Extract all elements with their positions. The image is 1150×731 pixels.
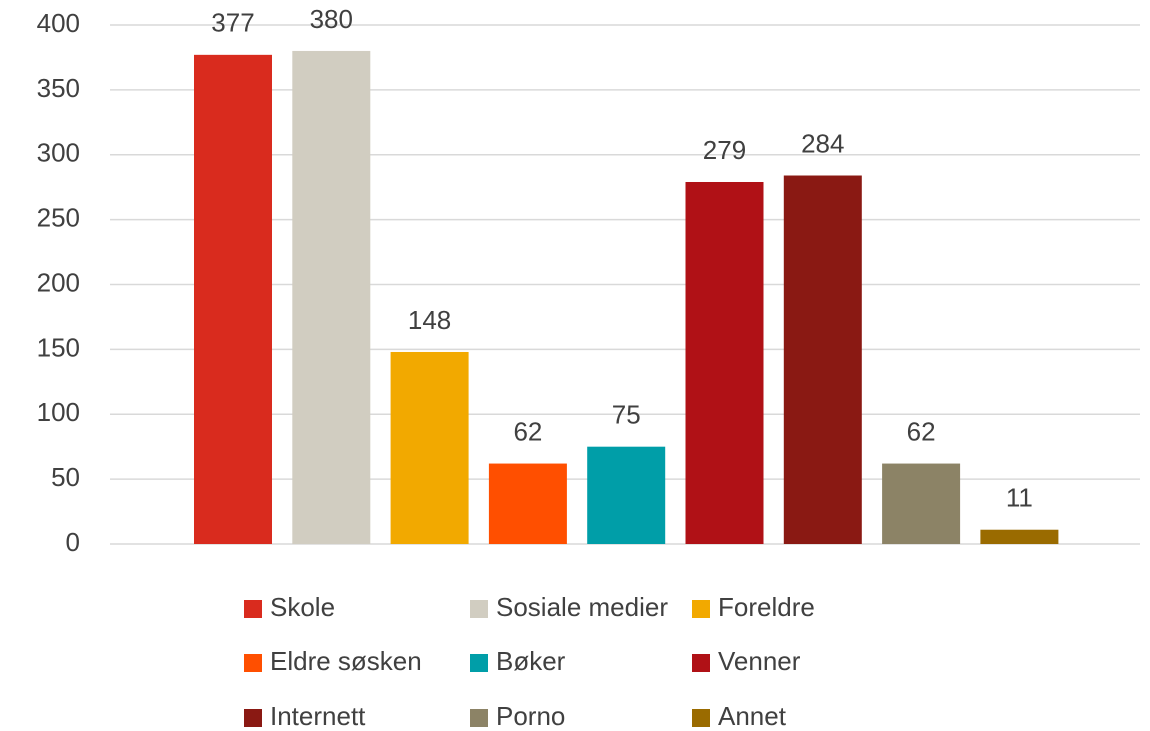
bar bbox=[194, 54, 272, 544]
legend-label: Porno bbox=[496, 701, 565, 731]
bar bbox=[980, 529, 1059, 544]
data-label: 279 bbox=[703, 135, 746, 165]
legend-label: Annet bbox=[718, 701, 787, 731]
bar bbox=[292, 50, 371, 544]
y-tick-label: 300 bbox=[37, 138, 80, 168]
legend-swatch bbox=[244, 709, 262, 727]
legend-swatch bbox=[470, 709, 488, 727]
data-label: 377 bbox=[211, 8, 254, 38]
bar bbox=[488, 463, 567, 544]
y-tick-label: 250 bbox=[37, 203, 80, 233]
legend-label: Bøker bbox=[496, 646, 566, 676]
legend-swatch bbox=[692, 654, 710, 672]
bar bbox=[587, 446, 666, 544]
legend-swatch bbox=[244, 654, 262, 672]
data-label: 284 bbox=[801, 128, 844, 158]
y-tick-label: 200 bbox=[37, 267, 80, 297]
data-label: 75 bbox=[612, 400, 641, 430]
y-tick-label: 0 bbox=[66, 527, 80, 557]
legend-label: Skole bbox=[270, 592, 335, 622]
legend-label: Foreldre bbox=[718, 592, 815, 622]
legend-label: Venner bbox=[718, 646, 801, 676]
bar bbox=[685, 181, 764, 544]
y-tick-label: 400 bbox=[37, 8, 80, 38]
legend-swatch bbox=[470, 654, 488, 672]
bar bbox=[882, 463, 961, 544]
legend-swatch bbox=[244, 600, 262, 618]
y-tick-label: 50 bbox=[51, 462, 80, 492]
data-label: 62 bbox=[907, 416, 936, 446]
legend-swatch bbox=[692, 709, 710, 727]
data-label: 62 bbox=[513, 416, 542, 446]
y-tick-label: 150 bbox=[37, 332, 80, 362]
bar bbox=[783, 175, 862, 544]
y-tick-label: 350 bbox=[37, 73, 80, 103]
legend-swatch bbox=[470, 600, 488, 618]
data-label: 11 bbox=[1006, 483, 1033, 513]
legend-label: Eldre søsken bbox=[270, 646, 422, 676]
bar bbox=[390, 351, 469, 544]
data-label: 380 bbox=[310, 4, 353, 34]
legend-label: Sosiale medier bbox=[496, 592, 668, 622]
legend-swatch bbox=[692, 600, 710, 618]
legend-label: Internett bbox=[270, 701, 366, 731]
data-label: 148 bbox=[408, 305, 451, 335]
y-tick-label: 100 bbox=[37, 397, 80, 427]
